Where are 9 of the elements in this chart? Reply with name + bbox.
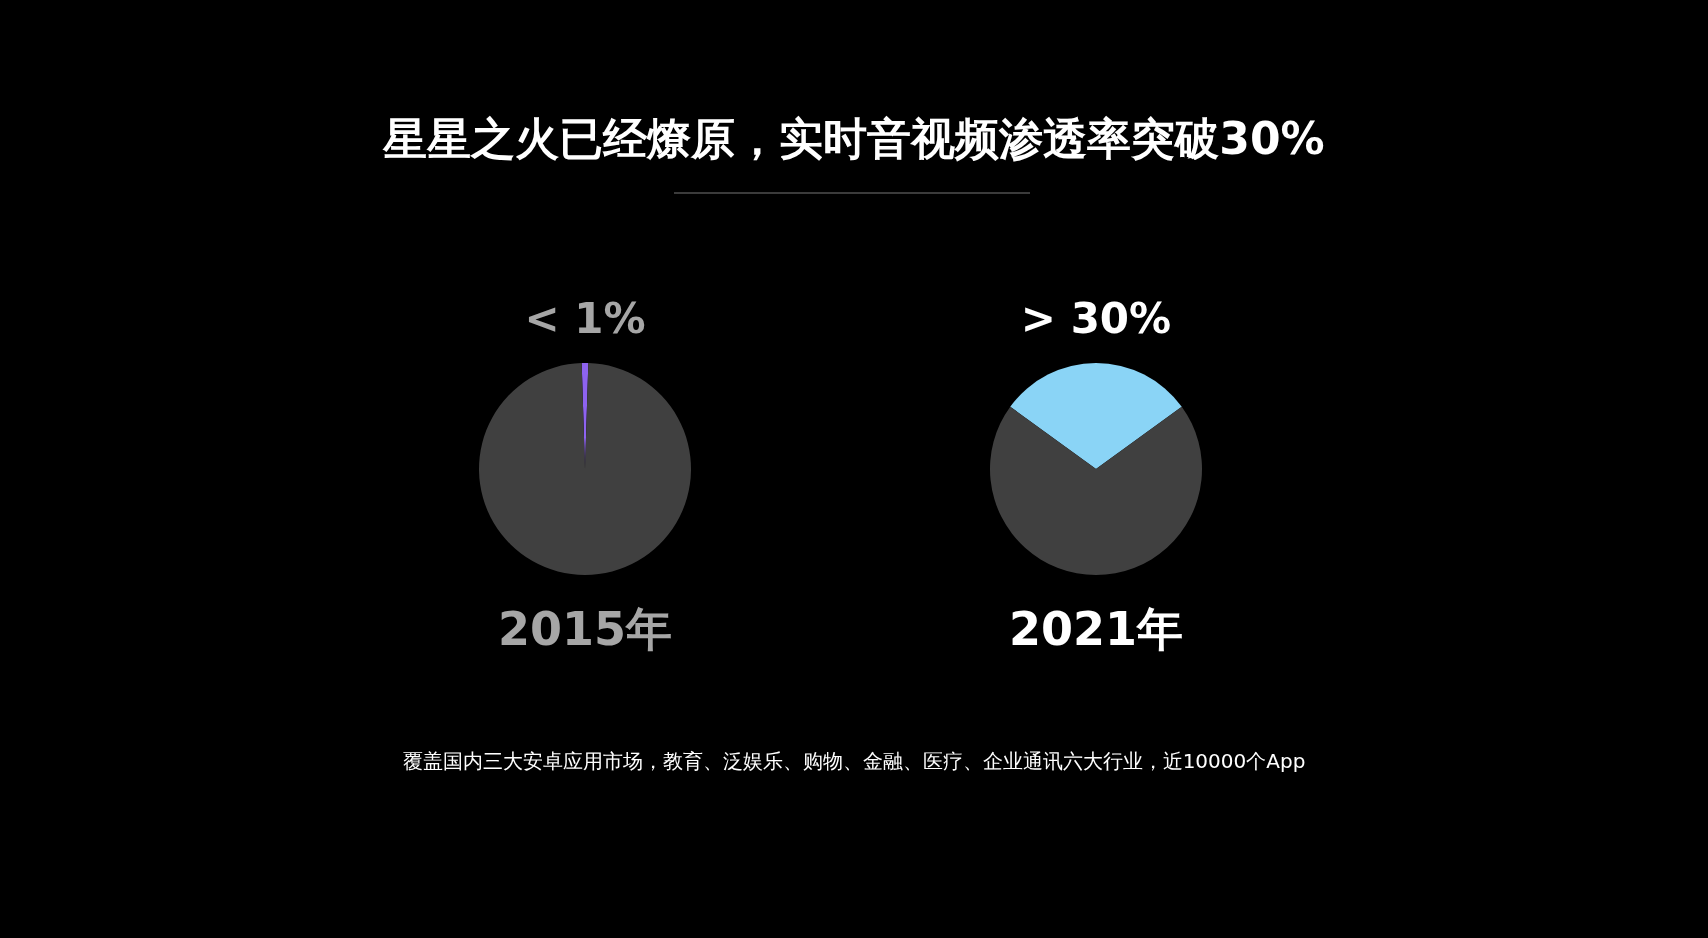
text: > 30% [1020,294,1172,343]
text: 2015年 [497,602,673,656]
pie-slice [1010,363,1182,469]
pie-slice [990,406,1202,575]
text: 覆盖国内三大安卓应用市场，教育、泛娱乐、购物、金融、医疗、企业通讯六大行业，近10000个App [402,749,1306,773]
text: 2021年 [1008,602,1184,656]
text: < 1% [524,294,646,343]
pie-slice [479,363,691,575]
text: 星星之火已经燎原，实时音视频渗透率突破30% [382,113,1325,164]
